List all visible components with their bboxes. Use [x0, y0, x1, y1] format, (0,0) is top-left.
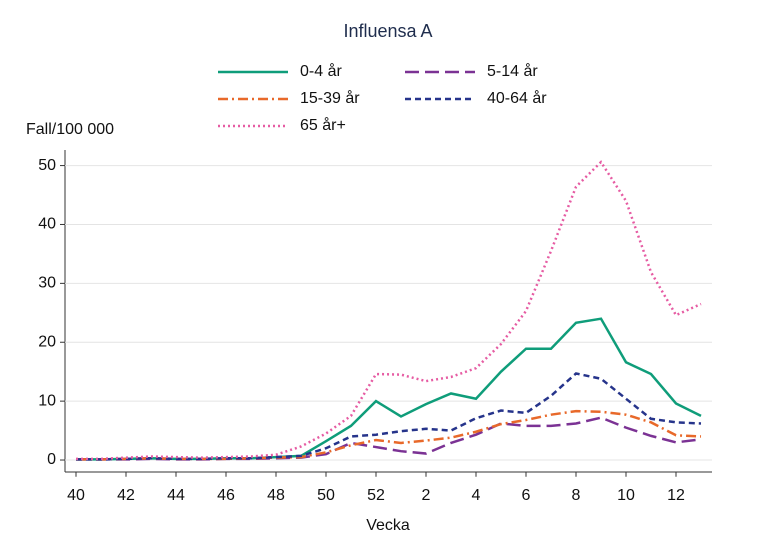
y-axis-label: Fall/100 000 — [26, 121, 114, 138]
y-tick-label: 30 — [38, 275, 56, 292]
y-tick-label: 40 — [38, 216, 56, 233]
x-tick-label: 44 — [167, 487, 185, 504]
chart-title: Influensa A — [343, 21, 432, 41]
legend-label: 15-39 år — [300, 89, 360, 107]
legend-label: 65 år+ — [300, 116, 346, 134]
x-tick-label: 52 — [367, 487, 385, 504]
x-tick-label: 12 — [667, 487, 685, 504]
x-tick-label: 6 — [522, 487, 531, 504]
y-tick-label: 50 — [38, 157, 56, 174]
legend-label: 5-14 år — [487, 62, 538, 80]
x-tick-label: 50 — [317, 487, 335, 504]
x-tick-label: 8 — [572, 487, 581, 504]
x-axis-label: Vecka — [366, 517, 410, 534]
y-tick-label: 0 — [47, 451, 56, 468]
x-tick-label: 4 — [472, 487, 481, 504]
x-tick-label: 2 — [422, 487, 431, 504]
x-tick-label: 40 — [67, 487, 85, 504]
x-tick-label: 48 — [267, 487, 285, 504]
x-tick-label: 46 — [217, 487, 235, 504]
legend-label: 0-4 år — [300, 62, 342, 80]
x-tick-label: 42 — [117, 487, 135, 504]
y-tick-label: 20 — [38, 333, 56, 350]
y-tick-label: 10 — [38, 392, 56, 409]
legend-label: 40-64 år — [487, 89, 547, 107]
series-line — [76, 372, 702, 461]
series-line — [76, 160, 702, 461]
x-tick-label: 10 — [617, 487, 635, 504]
